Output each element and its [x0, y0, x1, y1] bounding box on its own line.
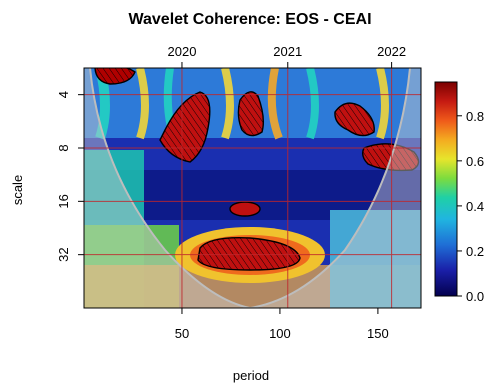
colorbar-tick-label: 0.4	[466, 199, 484, 214]
colorbar-tick-label: 0.0	[466, 289, 484, 304]
region-a	[160, 92, 210, 162]
y-tick-label: 8	[56, 144, 71, 151]
y-tick-label: 32	[56, 247, 71, 261]
region-b	[238, 91, 264, 136]
region-bottom	[198, 237, 300, 270]
colorbar-tick-label: 0.8	[466, 109, 484, 124]
colorbar	[434, 81, 458, 297]
region-c	[334, 103, 375, 136]
top-axis: 2020 2021 2022	[168, 44, 406, 68]
y-tick-label: 4	[56, 91, 71, 98]
heatmap-lower-right	[330, 210, 421, 308]
x-axis-label: period	[233, 368, 269, 383]
x-tick-label: 100	[269, 326, 291, 341]
top-tick-label: 2022	[377, 44, 406, 59]
chart-title: Wavelet Coherence: EOS - CEAI	[128, 11, 371, 28]
grid	[84, 68, 421, 308]
colorbar-ticks: 0.0 0.2 0.4 0.6 0.8	[457, 109, 484, 304]
y-axis-label: scale	[10, 175, 25, 205]
colorbar-tick-label: 0.2	[466, 244, 484, 259]
x-tick-label: 50	[175, 326, 189, 341]
cone-of-influence	[84, 68, 421, 308]
plot-border	[83, 67, 422, 309]
region-top-left	[95, 68, 135, 84]
colorbar-tick-label: 0.6	[466, 154, 484, 169]
region-small	[229, 201, 261, 217]
x-axis: 50 100 150	[175, 308, 389, 341]
y-axis: 4 8 16 32	[56, 91, 84, 262]
top-tick-label: 2021	[273, 44, 302, 59]
top-tick-label: 2020	[168, 44, 197, 59]
x-tick-label: 150	[367, 326, 389, 341]
y-tick-label: 16	[56, 194, 71, 208]
